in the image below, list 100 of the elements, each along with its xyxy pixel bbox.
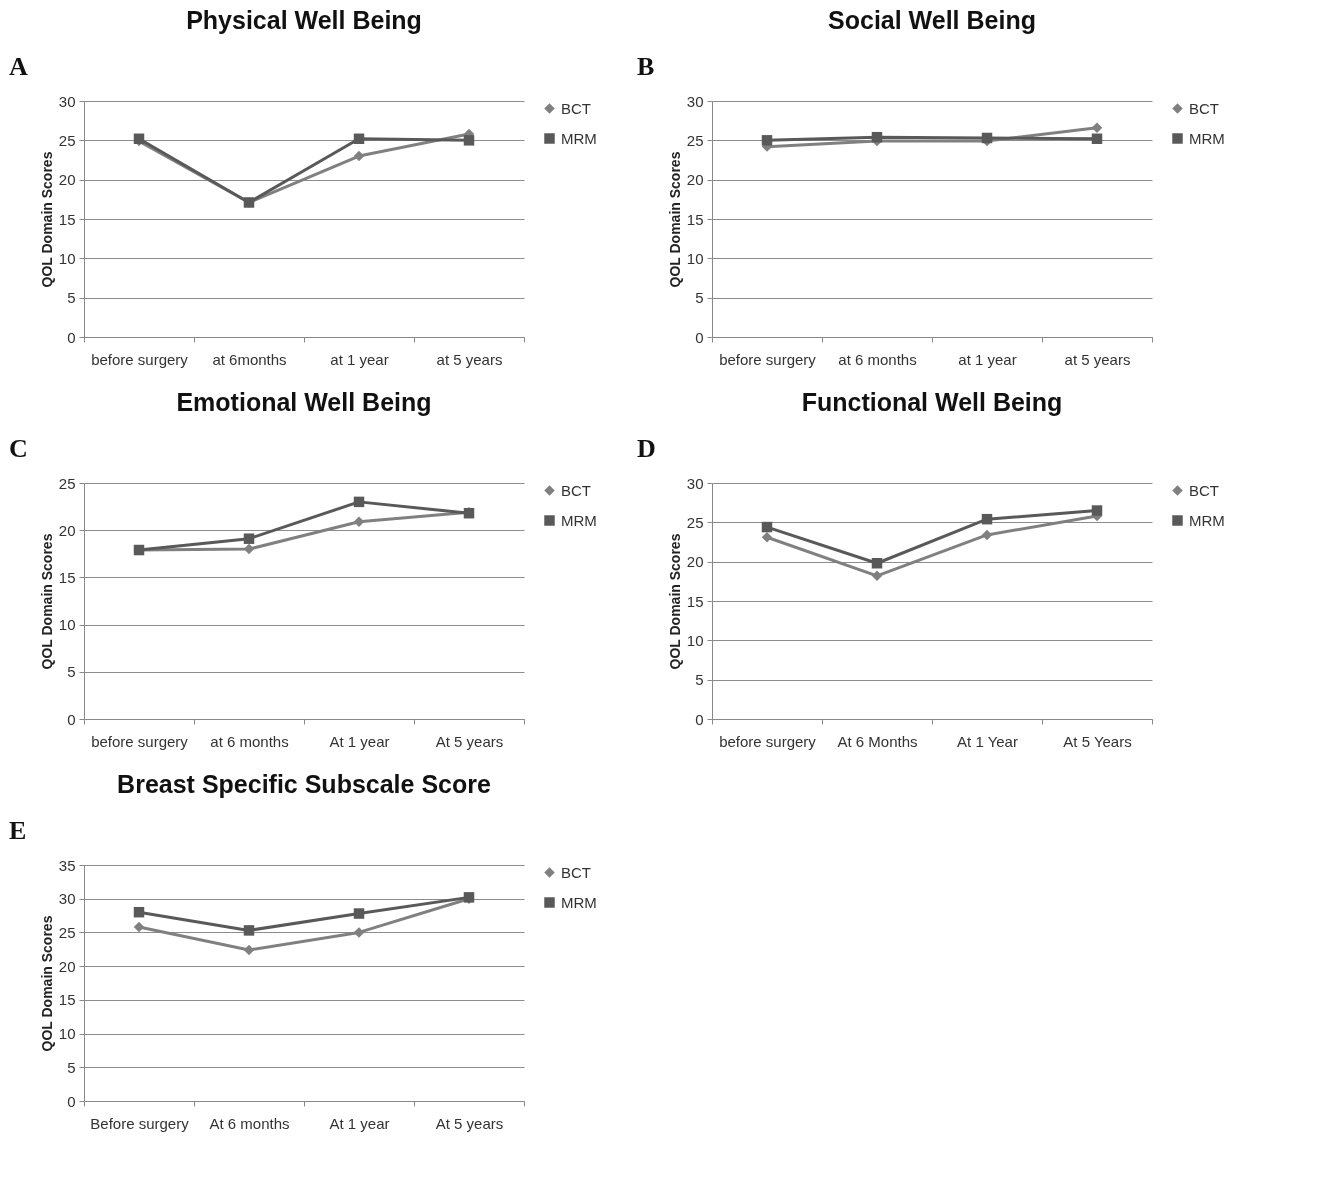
point	[871, 558, 883, 569]
y-tick-label: 25	[58, 474, 76, 492]
y-tick-label: 10	[58, 1025, 76, 1043]
point	[761, 135, 773, 146]
y-tick-label: 15	[58, 991, 76, 1009]
y-tick-label: 25	[58, 923, 76, 941]
y-tick-label: 10	[58, 616, 76, 634]
y-tick-label: 30	[686, 474, 704, 492]
legend-label: MRM	[1189, 511, 1225, 529]
point	[133, 921, 145, 933]
y-tick-label: 10	[58, 249, 76, 267]
y-tick-label: 0	[695, 328, 704, 346]
chart-title: Functional Well Being	[801, 388, 1063, 416]
x-tick-label: At 6 Months	[837, 732, 918, 750]
legend-label: MRM	[561, 893, 597, 911]
y-tick-label: 5	[695, 671, 704, 689]
legend-label: BCT	[561, 99, 591, 117]
x-tick-label: At 1 Year	[957, 732, 1018, 750]
point	[353, 150, 365, 162]
y-tick-label: 15	[58, 210, 76, 228]
point	[981, 513, 993, 525]
point	[981, 529, 993, 541]
legend-label: BCT	[1189, 99, 1219, 117]
x-tick-label: at 5 years	[436, 350, 503, 368]
point	[243, 925, 255, 936]
legend-label: BCT	[561, 481, 591, 499]
text: B	[637, 52, 655, 81]
y-tick-label: 0	[67, 328, 76, 346]
point	[871, 570, 883, 582]
point	[1091, 122, 1103, 133]
y-tick-label: 10	[686, 249, 704, 267]
x-tick-label: At 5 years	[435, 1114, 504, 1132]
text: D	[637, 434, 656, 463]
legend-label: BCT	[1189, 481, 1219, 499]
y-axis-title: QOL Domain Scores	[38, 533, 55, 670]
x-tick-label: before surgery	[719, 350, 817, 368]
y-tick-label: 20	[686, 553, 704, 571]
legend-label: MRM	[1189, 129, 1225, 147]
text: A	[9, 52, 28, 81]
y-tick-label: 0	[67, 1092, 76, 1110]
y-tick-label: 0	[67, 710, 76, 728]
y-tick-label: 35	[58, 856, 76, 874]
x-tick-label: At 1 year	[329, 732, 390, 750]
text: C	[9, 434, 28, 463]
y-axis-title: QOL Domain Scores	[666, 533, 683, 670]
y-tick-label: 10	[686, 631, 704, 649]
point	[1091, 133, 1103, 144]
point	[761, 532, 773, 543]
x-tick-label: at 5 years	[1064, 350, 1131, 368]
x-tick-label: at 1 year	[330, 350, 389, 368]
x-tick-label: Before surgery	[90, 1114, 190, 1132]
point	[1091, 505, 1103, 516]
y-tick-label: 30	[58, 92, 76, 110]
y-tick-label: 5	[67, 663, 76, 681]
point	[353, 496, 365, 508]
x-tick-label: at 6months	[212, 350, 287, 368]
y-axis-title: QOL Domain Scores	[666, 151, 683, 288]
legend-label: MRM	[561, 511, 597, 529]
x-tick-label: before surgery	[719, 732, 817, 750]
y-tick-label: 25	[58, 131, 76, 149]
point	[353, 908, 365, 919]
y-tick-label: 5	[67, 1058, 76, 1076]
point	[761, 521, 773, 533]
x-tick-label: At 6 months	[209, 1114, 290, 1132]
y-tick-label: 25	[686, 131, 704, 149]
y-axis-title: QOL Domain Scores	[38, 915, 55, 1052]
point	[353, 133, 365, 144]
y-tick-label: 20	[686, 171, 704, 189]
chart-title: Physical Well Being	[186, 6, 422, 34]
point	[353, 927, 365, 938]
x-tick-label: at 6 months	[838, 350, 917, 368]
y-tick-label: 15	[58, 568, 76, 586]
x-tick-label: before surgery	[91, 350, 189, 368]
y-axis-title: QOL Domain Scores	[38, 151, 55, 288]
y-tick-label: 30	[686, 92, 704, 110]
y-tick-label: 20	[58, 957, 76, 975]
point	[353, 516, 365, 527]
y-tick-label: 15	[686, 592, 704, 610]
x-tick-label: At 1 year	[329, 1114, 390, 1132]
y-tick-label: 20	[58, 521, 76, 539]
y-tick-label: 20	[58, 171, 76, 189]
y-tick-label: 30	[58, 890, 76, 908]
x-tick-label: before surgery	[91, 732, 189, 750]
point	[243, 944, 255, 956]
y-tick-label: 25	[686, 513, 704, 531]
y-tick-label: 5	[67, 289, 76, 307]
legend-label: BCT	[561, 863, 591, 881]
point	[133, 906, 145, 918]
x-tick-label: At 5 Years	[1063, 732, 1132, 750]
x-tick-label: at 6 months	[210, 732, 289, 750]
y-tick-label: 0	[695, 710, 704, 728]
chart-title: Emotional Well Being	[176, 388, 432, 416]
y-tick-label: 5	[695, 289, 704, 307]
y-tick-label: 15	[686, 210, 704, 228]
x-tick-label: At 5 years	[435, 732, 504, 750]
point	[463, 135, 475, 146]
x-tick-label: at 1 year	[958, 350, 1017, 368]
chart-title: Social Well Being	[828, 6, 1036, 34]
point	[243, 533, 255, 544]
point	[871, 131, 883, 143]
